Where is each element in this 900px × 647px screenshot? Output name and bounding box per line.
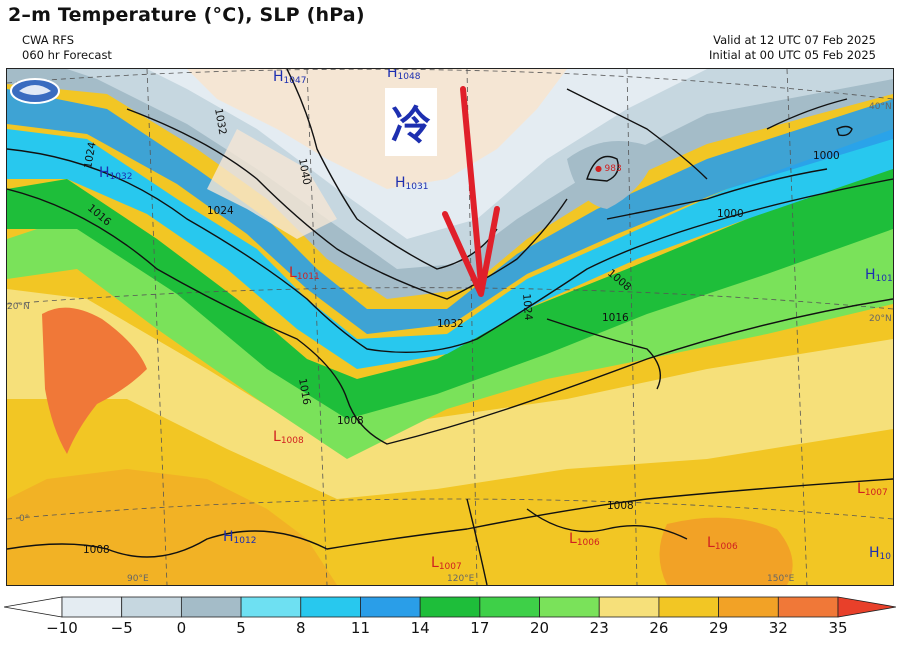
isobar-label: 1008 — [607, 500, 634, 512]
isobar-label: 1040 — [296, 157, 312, 185]
temp-field-india-hot — [42, 307, 147, 454]
low-pressure-center: L1006 — [707, 535, 738, 552]
colorbar-tick-label: 32 — [768, 619, 788, 637]
low-pressure-center: L1006 — [569, 531, 600, 548]
colorbar-tick-label: 29 — [709, 619, 729, 637]
high-pressure-center: H1032 — [99, 165, 132, 182]
colorbar-tick-label: 14 — [410, 619, 430, 637]
colorbar-cell — [598, 596, 660, 618]
isobar-label: 1008 — [337, 415, 364, 427]
time-info: Valid at 12 UTC 07 Feb 2025 Initial at 0… — [709, 33, 876, 63]
high-pressure-center: H1012 — [223, 529, 256, 546]
colorbar-tick-label: 23 — [589, 619, 609, 637]
colorbar-cell — [180, 596, 242, 618]
colorbar-tick-label: 11 — [350, 619, 370, 637]
temp-field-japan — [567, 141, 657, 209]
isobar-label: 1000 — [717, 208, 744, 220]
initial-time: Initial at 00 UTC 05 Feb 2025 — [708, 48, 876, 62]
colorbar-tick-label: 8 — [295, 619, 306, 637]
temp-field-8-14 — [7, 129, 893, 369]
isobar-label: 1016 — [602, 312, 629, 324]
lat-lon-label: 90°E — [127, 574, 149, 584]
temp-field-29-32 — [7, 469, 337, 585]
colorbar-cell — [479, 596, 540, 618]
isobar-label: 1024 — [82, 141, 99, 170]
colorbar-cell — [718, 596, 779, 618]
cold-arrow — [442, 86, 500, 297]
lat-lon-label: 20°N — [869, 314, 892, 324]
temp-field-20-23 — [7, 189, 893, 459]
cold-label: 冷 — [385, 88, 437, 156]
colorbar-cell — [121, 596, 182, 618]
temperature-colorbar — [4, 596, 896, 618]
isobar-label: 1008 — [83, 544, 110, 556]
colorbar-tick-label: 0 — [176, 619, 187, 637]
colorbar-tick-label: 26 — [649, 619, 669, 637]
low-pressure-center: L1008 — [273, 429, 304, 446]
map-canvas: 1032 1040 1024 1024 1016 1032 1016 1024 … — [7, 69, 893, 585]
colorbar-tick-label: 17 — [470, 619, 490, 637]
temp-field-14-20 — [7, 159, 893, 419]
colorbar-labels: −10 −5 0 5 8 11 14 17 20 23 26 29 32 35 — [0, 619, 900, 641]
high-pressure-center: H1031 — [395, 175, 428, 192]
lat-lon-grid — [7, 69, 893, 585]
colorbar-tick-label: 5 — [236, 619, 246, 637]
cwa-logo — [10, 78, 60, 104]
low-pressure-center: ● 983 — [595, 164, 622, 174]
colorbar-cells — [4, 596, 896, 618]
high-pressure-center: H101 — [865, 267, 893, 284]
lat-lon-label: 0° — [19, 514, 29, 524]
low-pressure-center: L1011 — [289, 265, 320, 282]
valid-time: Valid at 12 UTC 07 Feb 2025 — [713, 33, 876, 47]
colorbar-tick-label: 35 — [828, 619, 848, 637]
isobar-label: 1024 — [520, 293, 534, 321]
colorbar-cell — [419, 596, 481, 618]
lat-lon-labels: 40°N 20°N 20°N 0° 90°E 120°E 150°E — [7, 102, 892, 584]
isobar-label: 1032 — [437, 318, 464, 330]
isobar-label: 1024 — [207, 205, 234, 217]
lat-lon-label: 20°N — [7, 302, 30, 312]
colorbar-tick-label: −5 — [110, 619, 133, 637]
model-info: CWA RFS 060 hr Forecast — [22, 33, 112, 63]
lat-lon-label: 40°N — [869, 102, 892, 112]
colorbar-tick-label: −10 — [46, 619, 78, 637]
isobar-label: 1000 — [813, 150, 840, 162]
colorbar-cell — [61, 596, 123, 618]
temp-field-23-26 — [7, 289, 893, 499]
colorbar-cell — [240, 596, 302, 618]
isobars — [7, 69, 893, 585]
colorbar-cell — [539, 596, 600, 618]
chart-title: 2–m Temperature (°C), SLP (hPa) — [8, 4, 365, 26]
isobar-label: 1032 — [212, 107, 228, 135]
forecast-hour: 060 hr Forecast — [22, 48, 112, 62]
isobar-label: 1016 — [296, 377, 313, 406]
temp-field-11-14 — [7, 89, 893, 334]
colorbar-arrow-low — [4, 596, 63, 618]
high-pressure-center: H1047 — [273, 69, 306, 86]
temp-field-29-32-pacific — [659, 517, 793, 585]
low-pressure-center: L1007 — [857, 481, 888, 498]
colorbar-cell — [360, 596, 421, 618]
colorbar-cell — [777, 596, 839, 618]
lat-lon-label: 150°E — [767, 574, 795, 584]
colorbar-tick-label: 20 — [529, 619, 550, 637]
pressure-centers: H1047 H1048 H1031 H1032 L1011 ● 983 L100… — [99, 69, 893, 572]
high-pressure-center: H1048 — [387, 69, 421, 82]
high-pressure-center: H10 — [869, 545, 891, 562]
weather-map: 1032 1040 1024 1024 1016 1032 1016 1024 … — [6, 68, 894, 586]
colorbar-arrow-high — [837, 596, 896, 618]
lat-lon-label: 120°E — [447, 574, 475, 584]
colorbar-cell — [300, 596, 361, 618]
model-name: CWA RFS — [22, 33, 74, 47]
temp-field-tibet-cold — [207, 129, 337, 239]
colorbar-cell — [658, 596, 720, 618]
low-pressure-center: L1007 — [431, 555, 462, 572]
